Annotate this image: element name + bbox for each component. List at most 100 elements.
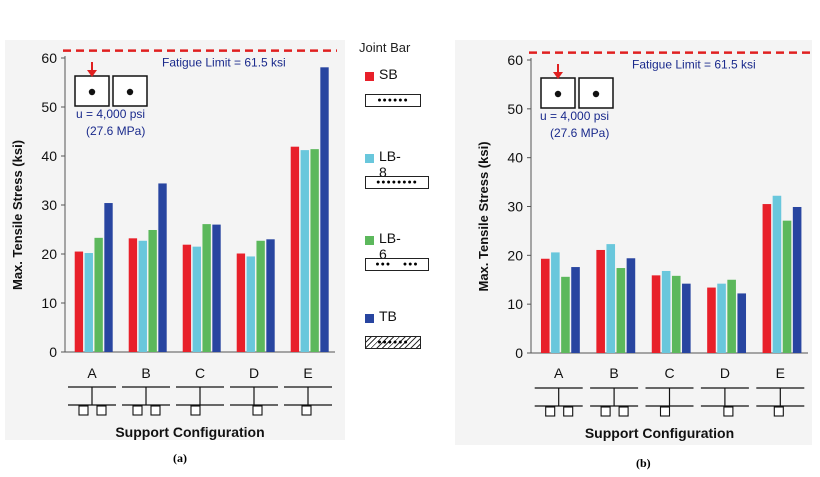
legend-label-sb: SB [379,66,398,82]
chart-a-bar-sb-a [74,251,84,352]
chart-a-bar-tb-d [266,239,275,352]
chart-a-bar-tb-a [104,203,113,352]
chart-b-bar-lb8-c [661,270,671,353]
legend: Joint Bar SB ●●●●●● LB-8 ●●●●●●●● LB-6 ●… [355,0,435,420]
chart-a-bar-lb8-d [246,256,255,352]
chart-a-ytick-label: 50 [41,99,57,115]
chart-a-bar-sb-c [182,244,192,352]
chart-b-bar-lb6-d [727,279,736,353]
chart-b-bar-lb6-e [782,220,792,353]
support-tie-icon [132,405,143,416]
chart-b-category-label-b: B [609,365,618,381]
chart-b-bar-sb-a [540,258,550,353]
chart-a-fatigue-limit-label: Fatigue Limit = 61.5 ksi [162,56,286,70]
chart-a-ytick-label: 0 [49,344,57,360]
chart-b-bar-lb8-e [772,195,782,353]
chart-a-category-label-d: D [249,365,259,381]
chart-b-xlabel: Support Configuration [585,425,734,441]
joint-bar-tb-icon: ●●●●●● [365,336,421,349]
chart-b-bar-sb-c [651,275,661,353]
support-tie-icon [723,406,734,417]
chart-b-bar-lb8-a [551,252,560,353]
caption-a: (a) [173,451,187,465]
chart-b-inset-bolt-left [554,90,562,98]
chart-a-xlabel: Support Configuration [115,424,264,440]
chart-b-category-label-a: A [554,365,564,381]
legend-label-lb6: LB-6 [379,230,401,262]
support-tie-icon [545,406,556,417]
chart-a-bar-sb-d [236,253,246,352]
chart-a-category-label-c: C [195,365,205,381]
chart-b-bar-lb6-c [671,275,681,353]
chart-b-inset-bolt-right [592,90,600,98]
chart-b-bar-sb-e [762,204,772,353]
support-tie-icon [659,406,671,417]
chart-b-bar-sb-d [707,287,716,353]
chart-b-load-note-line2: (27.6 MPa) [550,126,609,140]
joint-bar-sb-icon: ●●●●●● [365,94,421,107]
chart-a-load-note-line2: (27.6 MPa) [86,124,145,138]
chart-b-bar-tb-c [682,283,691,353]
legend-swatch-sb [365,72,374,81]
chart-b-category-label-e: E [776,365,785,381]
legend-swatch-tb [365,314,374,323]
chart-b-load-note-line1: u = 4,000 psi [540,109,609,123]
chart-a-ytick-label: 30 [41,197,57,213]
chart-a-load-arrowhead-icon [87,70,97,77]
chart-a-load-note-line1: u = 4,000 psi [76,107,145,121]
chart-b-ytick-label: 10 [507,296,523,312]
support-tie-icon [96,405,107,416]
chart-b-bar-lb6-b [616,268,626,353]
support-tie-icon [190,405,201,416]
support-tie-icon [563,406,574,417]
legend-swatch-lb6 [365,236,374,245]
chart-b-ytick-label: 40 [507,150,523,166]
chart-a-bar-lb8-b [138,240,147,352]
chart-a-bar-sb-b [128,238,138,352]
chart-a-bar-lb6-a [94,237,103,352]
chart-a-bar-sb-e [290,146,300,352]
chart-b-bar-sb-b [596,249,605,353]
chart-a-ytick-label: 40 [41,148,57,164]
chart-a-category-label-b: B [141,365,150,381]
chart-a-ytick-label: 10 [41,295,57,311]
chart-a-bar-lb6-c [202,224,211,352]
chart-a-inset-bolt-left [88,88,96,96]
chart-b-bar-tb-e [792,206,802,353]
chart-a-ytick-label: 60 [41,50,57,66]
chart-b-ytick-label: 20 [507,247,523,263]
chart-a-bar-lb6-e [310,149,319,352]
support-tie-icon [600,406,611,417]
panel-b-background [455,40,812,445]
chart-a-category-label-a: A [87,365,97,381]
chart-b-ytick-label: 30 [507,199,523,215]
chart-b-category-label-c: C [664,365,674,381]
chart-b-ytick-label: 60 [507,52,523,68]
caption-b: (b) [636,456,651,470]
chart-a-bar-tb-c [212,224,221,352]
chart-a-ytick-label: 20 [41,246,57,262]
chart-b-bar-lb6-a [561,276,570,353]
support-tie-icon [301,405,312,416]
chart-b-bar-lb8-d [717,283,726,353]
chart-b-load-arrowhead-icon [553,72,563,79]
chart-a-bar-lb6-d [256,240,265,352]
chart-b-ylabel: Max. Tensile Stress (ksi) [476,141,491,291]
chart-b-ytick-label: 0 [515,345,523,361]
chart-a-category-label-e: E [303,365,312,381]
chart-b-bar-lb8-b [606,244,616,353]
chart-a-bar-tb-b [158,183,167,352]
chart-a-bar-lb8-c [192,246,201,352]
chart-b-bar-tb-d [737,293,747,353]
chart-a-bar-lb8-a [84,253,93,352]
support-tie-icon [618,406,629,417]
legend-label-tb: TB [379,308,397,324]
support-tie-icon [78,405,89,416]
legend-label-lb8: LB-8 [379,148,401,180]
chart-a-inset-bolt-right [126,88,134,96]
chart-b-fatigue-limit-label: Fatigue Limit = 61.5 ksi [632,58,756,72]
chart-a-bar-tb-e [320,67,329,352]
chart-b-ytick-label: 50 [507,101,523,117]
chart-b-category-label-d: D [720,365,730,381]
